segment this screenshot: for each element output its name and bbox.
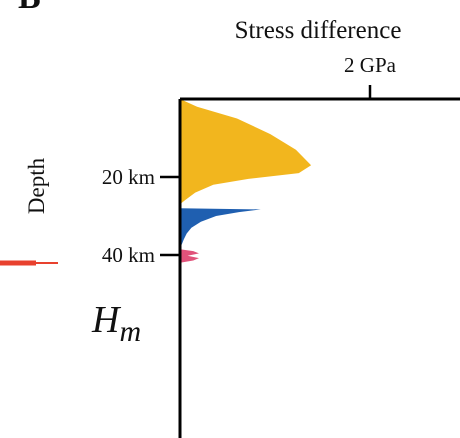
hm-annotation-subscript: m bbox=[119, 315, 141, 348]
hm-annotation-main: H bbox=[91, 299, 122, 341]
hm-annotation: Hm bbox=[91, 299, 141, 348]
y-tick-label: 40 km bbox=[102, 243, 155, 267]
stress-area-upper bbox=[180, 99, 312, 205]
y-tick-label: 20 km bbox=[102, 165, 155, 189]
series-layer bbox=[180, 99, 312, 263]
y-ticks: 20 km 40 km bbox=[102, 165, 180, 267]
panel-label: B bbox=[18, 0, 41, 16]
y-axis-label: Depth bbox=[24, 157, 49, 214]
chart-title: Stress difference bbox=[235, 17, 402, 44]
stress-area-lower bbox=[180, 208, 261, 249]
x-tick-label: 2 GPa bbox=[344, 53, 397, 77]
stress-area-deep bbox=[180, 249, 199, 263]
